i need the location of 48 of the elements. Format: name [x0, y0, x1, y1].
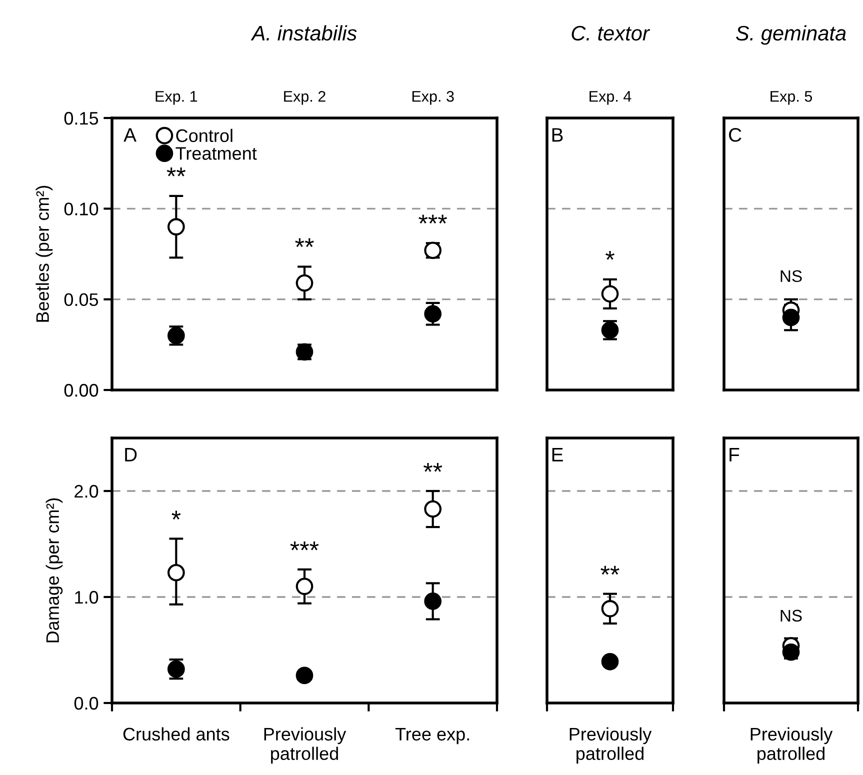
annotation: NS — [780, 610, 802, 622]
annotation: A — [124, 128, 136, 142]
y-tick-label: 0.05 — [64, 293, 98, 306]
x-tick-label: Previously patrolled — [750, 727, 833, 764]
x-tick-label: Exp. 1 — [156, 91, 198, 105]
chart-title: C. textor — [572, 26, 650, 41]
annotation: F — [730, 448, 740, 462]
x-tick-label: Exp. 4 — [590, 91, 632, 105]
x-tick-label: Previously patrolled — [264, 727, 346, 764]
annotation: C — [729, 128, 742, 142]
x-tick-label: Crushed ants — [123, 727, 230, 741]
y-tick-label: 1.0 — [75, 590, 98, 604]
point — [424, 500, 442, 518]
y-tick-label: 0.15 — [64, 112, 98, 125]
annotation: ** — [424, 463, 442, 472]
chart-title: S. geminata — [736, 25, 846, 45]
point — [167, 218, 185, 236]
y-tick-label: 0.10 — [64, 202, 98, 216]
y-tick-label: 0.00 — [64, 384, 98, 397]
x-tick-label: Exp. 5 — [770, 91, 812, 105]
legend-label: Treatment — [176, 147, 257, 160]
annotation: ** — [166, 168, 186, 176]
point — [424, 305, 442, 323]
annotation: B — [552, 128, 563, 142]
point — [167, 564, 185, 582]
y-axis-title: Damage (per cm²) — [46, 498, 63, 642]
point — [296, 666, 314, 684]
annotation: ** — [600, 566, 620, 575]
annotation: * — [172, 510, 181, 520]
point — [424, 592, 442, 610]
annotation: E — [552, 448, 563, 462]
annotation: ** — [295, 238, 314, 248]
y-tick-label: 0.0 — [74, 696, 98, 710]
x-tick-label: Previously patrolled — [570, 727, 652, 764]
annotation: *** — [290, 541, 319, 550]
y-tick-label: 2.0 — [74, 484, 98, 498]
x-tick-label: Tree exp. — [395, 728, 469, 744]
annotation: NS — [780, 270, 802, 282]
annotation: *** — [418, 214, 448, 224]
y-axis-title: Beetles (per cm²) — [36, 186, 53, 322]
legend-label: Control — [176, 128, 232, 142]
chart-title: A. instabilis — [250, 25, 357, 41]
point — [296, 274, 314, 292]
x-tick-label: Exp. 3 — [412, 90, 454, 105]
point — [296, 578, 314, 596]
x-tick-label: Exp. 2 — [284, 90, 326, 105]
annotation: D — [125, 448, 137, 462]
annotation: * — [606, 250, 614, 260]
